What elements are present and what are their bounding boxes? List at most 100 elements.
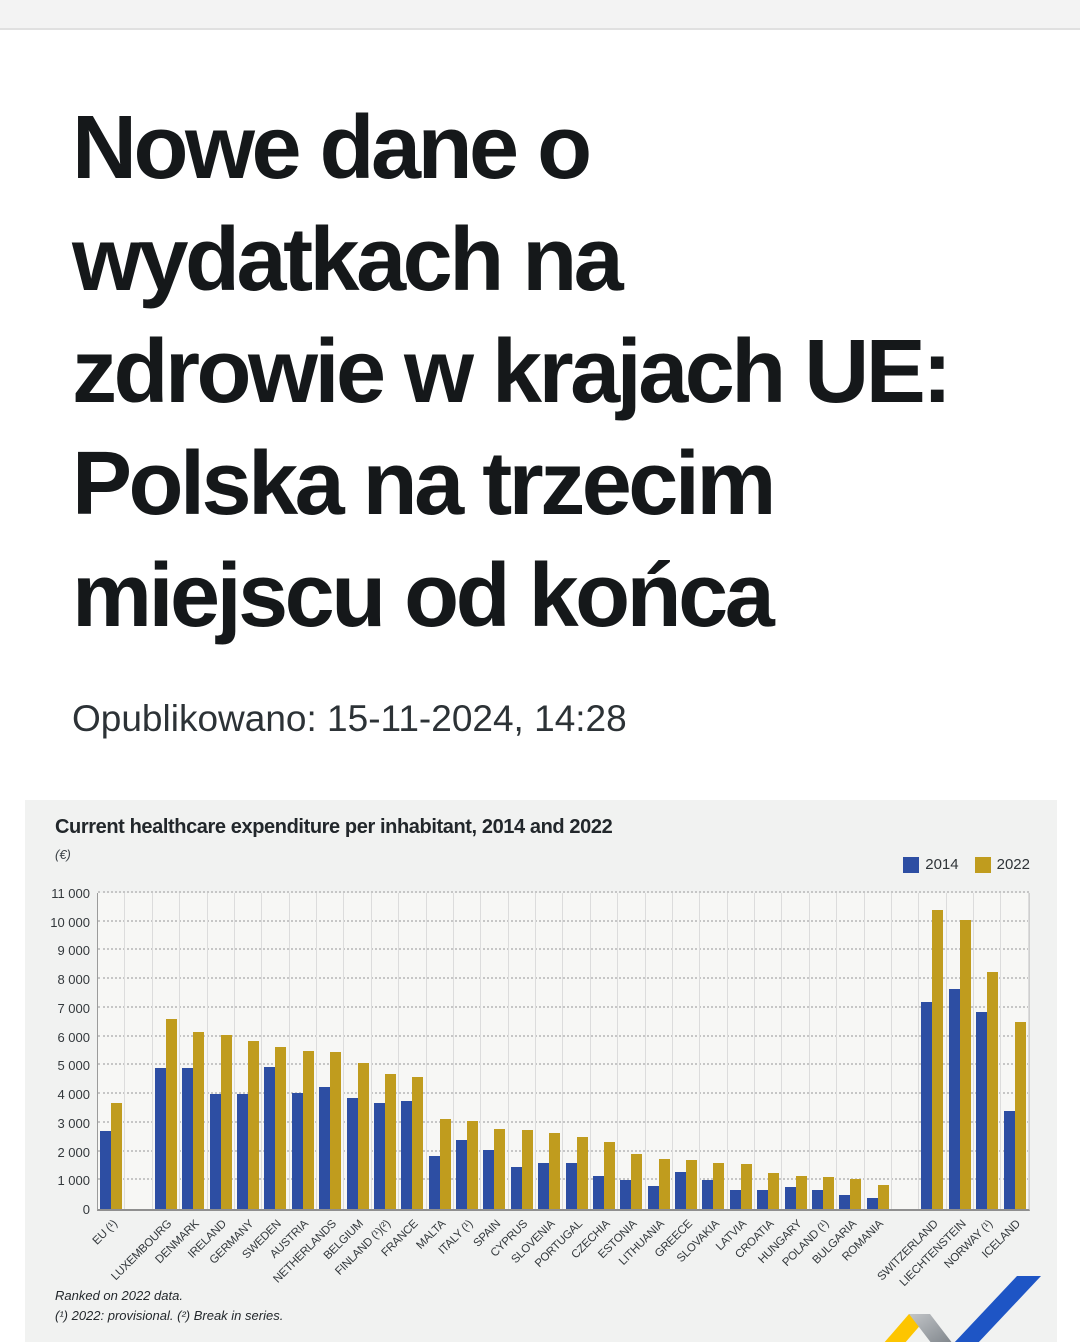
- chart-column: SPAIN: [471, 893, 509, 1250]
- bar-2022: [111, 1102, 123, 1209]
- chart-column: SLOVAKIA: [675, 893, 728, 1265]
- bar-pair: [921, 893, 944, 1209]
- y-gridline: [98, 1178, 1029, 1181]
- legend-item-2014: 2014: [903, 856, 959, 873]
- bar-2014: [948, 989, 960, 1209]
- chart-footnotes: Ranked on 2022 data. (¹) 2022: provision…: [55, 1286, 283, 1326]
- bar-2014: [182, 1068, 194, 1209]
- bar-2022: [193, 1032, 205, 1209]
- bar-pair: [675, 893, 698, 1209]
- bar-2022: [467, 1121, 479, 1209]
- chart-column: FRANCE: [380, 893, 427, 1259]
- chevron-logo-icon: [884, 1276, 1041, 1342]
- y-axis-tick-label: 2 000: [57, 1144, 90, 1160]
- bar-pair: [456, 893, 479, 1209]
- bar-2014: [839, 1194, 851, 1209]
- chart-column: NETHERLANDS: [271, 893, 345, 1285]
- chart-column: FINLAND (¹)(²): [334, 893, 400, 1278]
- chart-column: BULGARIA: [810, 893, 865, 1266]
- y-axis-tick-label: 9 000: [57, 943, 90, 959]
- bar-2014: [811, 1190, 823, 1209]
- bar-pair: [154, 893, 177, 1209]
- bar-2022: [686, 1160, 698, 1209]
- headline-line: wydatkach na: [72, 210, 624, 310]
- chart-column: EU (¹): [90, 893, 126, 1247]
- bar-2014: [510, 1167, 522, 1209]
- legend-swatch-2014: [903, 856, 920, 873]
- y-gridline: [98, 919, 1029, 922]
- bar-2022: [740, 1164, 752, 1209]
- bar-2022: [275, 1046, 287, 1209]
- bar-2022: [959, 920, 971, 1209]
- bar-2022: [987, 972, 999, 1209]
- y-axis-tick-label: 11 000: [51, 886, 90, 901]
- footnote-line: (¹) 2022: provisional. (²) Break in seri…: [55, 1308, 284, 1323]
- bar-pair: [182, 893, 205, 1209]
- chart-column: LATVIA: [714, 893, 755, 1253]
- chart-column: LITHUANIA: [617, 893, 673, 1268]
- y-gridline: [98, 977, 1029, 980]
- legend-label-2022: 2022: [996, 856, 1030, 873]
- chart-column: ICELAND: [980, 893, 1029, 1261]
- bar-2014: [1003, 1111, 1015, 1209]
- page-title: Nowe dane o wydatkach na zdrowie w kraja…: [72, 92, 1032, 652]
- bar-2014: [729, 1190, 741, 1209]
- bar-2014: [100, 1131, 112, 1209]
- spacer-column: [892, 893, 920, 1209]
- bar-pair: [483, 893, 506, 1209]
- legend-label-2014: 2014: [925, 856, 959, 873]
- y-gridline: [98, 1063, 1029, 1066]
- chart-unit-label: (€): [55, 847, 71, 862]
- bar-2014: [675, 1171, 687, 1209]
- bar-2014: [401, 1101, 413, 1209]
- y-gridline: [98, 948, 1029, 951]
- bar-2022: [165, 1019, 177, 1209]
- bar-pair: [401, 893, 424, 1209]
- y-axis-tick-label: 8 000: [57, 972, 90, 988]
- bar-2022: [850, 1178, 862, 1209]
- chart-column: IRELAND: [186, 893, 235, 1261]
- bar-2014: [209, 1094, 221, 1209]
- bar-pair: [757, 893, 780, 1209]
- chart-column: ROMANIA: [841, 893, 892, 1263]
- y-gridline: [98, 1005, 1029, 1008]
- chart-legend: 2014 2022: [903, 856, 1030, 873]
- bar-2014: [976, 1012, 988, 1209]
- footnote-line: Ranked on 2022 data.: [55, 1288, 183, 1303]
- bar-2022: [795, 1175, 807, 1209]
- bar-2014: [346, 1098, 358, 1209]
- bar-pair: [784, 893, 807, 1209]
- plot-area: 0 1 000 2 000 3 000 4 000 5 000 6 000 7 000 8 00…: [50, 886, 1030, 1289]
- chart-column: MALTA: [414, 893, 454, 1252]
- y-axis-tick-label: 10 000: [50, 914, 90, 930]
- y-axis-tick-label: 0: [82, 1202, 90, 1217]
- headline-line: miejscu od końca: [72, 546, 775, 646]
- bar-pair: [565, 893, 588, 1209]
- bar-pair: [620, 893, 643, 1209]
- bar-2014: [538, 1163, 550, 1209]
- chart-column: ITALY (¹): [437, 893, 482, 1257]
- bar-pair: [346, 893, 369, 1209]
- chart-column: SLOVENIA: [510, 893, 564, 1266]
- bar-2014: [319, 1086, 331, 1209]
- bar-2022: [412, 1076, 424, 1209]
- chart-column: DENMARK: [154, 893, 208, 1266]
- headline-line: Nowe dane o: [72, 98, 592, 198]
- bar-pair: [948, 893, 971, 1209]
- bar-pair: [100, 893, 123, 1209]
- spacer-column: [125, 893, 153, 1209]
- bar-pair: [702, 893, 725, 1209]
- bar-2022: [877, 1184, 889, 1209]
- chart-column: PORTUGAL: [533, 893, 591, 1270]
- y-gridline: [98, 1034, 1029, 1037]
- chart-column: CYPRUS: [489, 893, 536, 1260]
- chart-column: NORWAY (¹): [943, 893, 1002, 1271]
- bar-pair: [373, 893, 396, 1209]
- bar-2014: [921, 1002, 933, 1209]
- bar-pair: [264, 893, 287, 1209]
- x-axis-label: EU (¹): [90, 1218, 120, 1248]
- chart-column: CZECHIA: [569, 893, 619, 1261]
- bar-2022: [603, 1141, 615, 1209]
- bar-2014: [866, 1197, 878, 1209]
